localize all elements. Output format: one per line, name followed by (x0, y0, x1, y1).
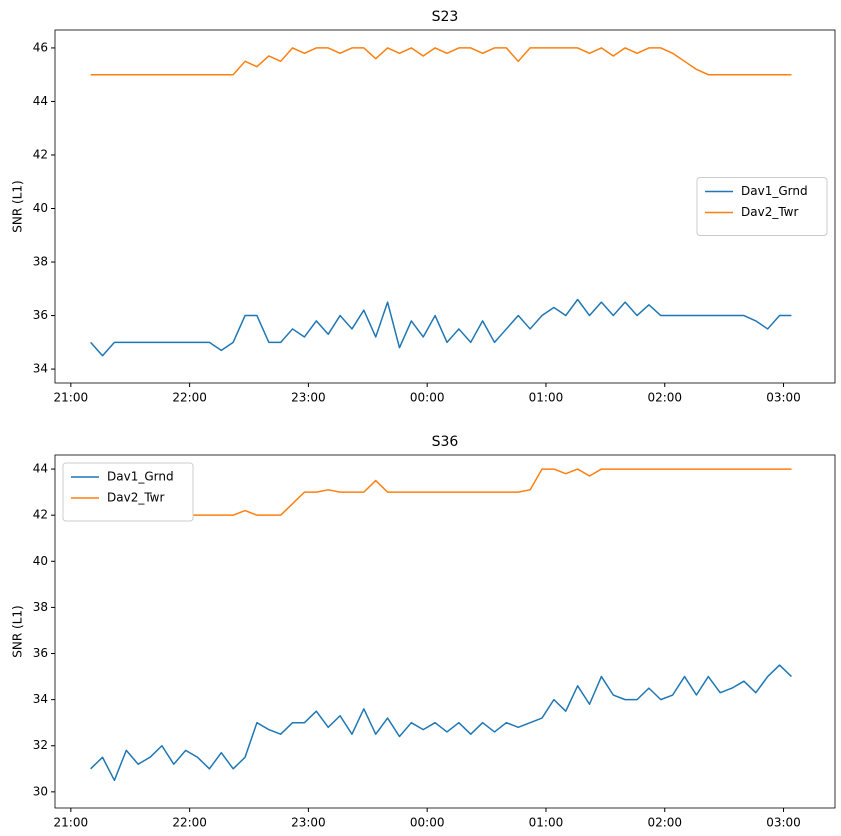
y-tick-label: 36 (33, 308, 48, 322)
x-tick-label: 00:00 (410, 391, 445, 405)
legend-label: Dav2_Twr (741, 205, 798, 219)
x-tick-label: 00:00 (410, 816, 445, 830)
y-tick-label: 34 (33, 362, 48, 376)
y-tick-label: 42 (33, 147, 48, 161)
y-tick-label: 38 (33, 255, 48, 269)
x-tick-label: 21:00 (54, 816, 89, 830)
x-tick-label: 23:00 (291, 391, 326, 405)
legend-label: Dav2_Twr (107, 491, 164, 505)
x-tick-label: 03:00 (766, 816, 801, 830)
y-tick-label: 34 (33, 692, 48, 706)
y-tick-label: 40 (33, 201, 48, 215)
y-tick-label: 42 (33, 508, 48, 522)
chart-title: S36 (432, 434, 459, 450)
x-tick-label: 02:00 (647, 816, 682, 830)
y-tick-label: 40 (33, 554, 48, 568)
y-tick-label: 46 (33, 40, 48, 54)
legend-label: Dav1_Grnd (107, 470, 174, 484)
y-axis-label: SNR (L1) (11, 180, 25, 232)
series-line (90, 468, 792, 519)
y-tick-label: 38 (33, 600, 48, 614)
y-tick-label: 36 (33, 646, 48, 660)
x-tick-label: 23:00 (291, 816, 326, 830)
series-line (90, 664, 792, 782)
x-tick-label: 01:00 (529, 816, 564, 830)
y-tick-label: 44 (33, 94, 48, 108)
legend-label: Dav1_Grnd (741, 184, 808, 198)
x-tick-label: 22:00 (172, 816, 207, 830)
plot-frame (54, 454, 836, 809)
x-tick-label: 02:00 (647, 391, 682, 405)
y-axis-label: SNR (L1) (11, 605, 25, 657)
x-tick-label: 22:00 (172, 391, 207, 405)
y-tick-label: 30 (33, 784, 48, 798)
plot-frame (54, 29, 836, 384)
x-tick-label: 01:00 (529, 391, 564, 405)
series-line (90, 47, 792, 76)
x-tick-label: 21:00 (54, 391, 89, 405)
y-tick-label: 44 (33, 462, 48, 476)
x-tick-label: 03:00 (766, 391, 801, 405)
legend: Dav1_Grnd Dav2_Twr (696, 177, 828, 236)
chart-title: S23 (432, 9, 459, 25)
legend: Dav1_Grnd Dav2_Twr (62, 462, 194, 522)
series-line (90, 298, 792, 357)
y-tick-label: 32 (33, 738, 48, 752)
